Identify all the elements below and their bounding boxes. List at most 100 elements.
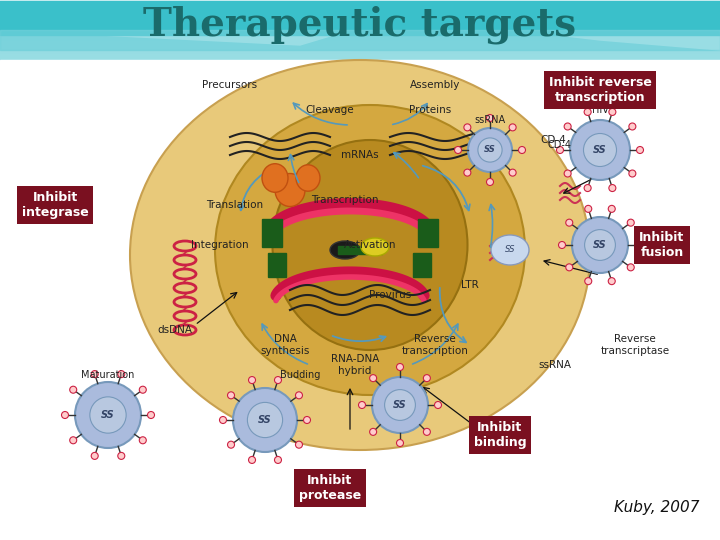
Ellipse shape xyxy=(233,388,297,452)
Bar xyxy=(0,185,720,189)
Text: Inhibit
fusion: Inhibit fusion xyxy=(639,231,685,259)
Ellipse shape xyxy=(118,370,125,377)
Ellipse shape xyxy=(70,386,77,393)
Text: SS: SS xyxy=(593,240,607,250)
Ellipse shape xyxy=(228,441,235,448)
Bar xyxy=(0,432,720,436)
Bar xyxy=(262,219,282,247)
Bar xyxy=(0,18,720,23)
Text: SS: SS xyxy=(102,410,114,420)
Bar xyxy=(413,253,431,277)
Bar xyxy=(0,509,720,513)
Bar xyxy=(0,405,720,409)
Bar xyxy=(0,243,720,247)
Text: Kuby, 2007: Kuby, 2007 xyxy=(614,500,700,515)
Ellipse shape xyxy=(583,133,616,166)
Ellipse shape xyxy=(572,217,628,273)
Polygon shape xyxy=(0,0,350,45)
Ellipse shape xyxy=(627,219,634,226)
Ellipse shape xyxy=(559,241,565,248)
Ellipse shape xyxy=(570,120,630,180)
Bar xyxy=(0,526,720,531)
Text: HIV: HIV xyxy=(592,105,608,115)
Text: DNA
synthesis: DNA synthesis xyxy=(261,334,310,356)
Ellipse shape xyxy=(634,241,642,248)
Ellipse shape xyxy=(423,375,431,382)
Ellipse shape xyxy=(566,264,572,271)
Ellipse shape xyxy=(397,440,403,447)
Ellipse shape xyxy=(274,376,282,383)
Bar xyxy=(0,0,720,35)
Text: Reverse
transcriptase: Reverse transcriptase xyxy=(600,334,670,356)
Bar xyxy=(0,40,720,45)
Bar xyxy=(0,148,720,153)
Text: Translation: Translation xyxy=(207,200,264,210)
Text: Inhibit
integrase: Inhibit integrase xyxy=(22,191,89,219)
Bar xyxy=(338,246,382,254)
Ellipse shape xyxy=(130,60,590,450)
Text: Activation: Activation xyxy=(343,240,396,250)
Bar xyxy=(0,266,720,270)
Ellipse shape xyxy=(566,219,572,226)
Ellipse shape xyxy=(296,165,320,191)
Bar xyxy=(0,495,720,500)
Ellipse shape xyxy=(274,456,282,463)
Bar xyxy=(0,472,720,477)
Bar xyxy=(0,328,720,333)
Ellipse shape xyxy=(384,389,415,421)
Ellipse shape xyxy=(509,124,516,131)
Bar xyxy=(0,45,720,50)
Ellipse shape xyxy=(275,173,305,206)
Bar xyxy=(0,522,720,526)
Ellipse shape xyxy=(509,169,516,176)
Bar xyxy=(0,252,720,256)
Bar xyxy=(0,176,720,180)
Bar xyxy=(0,104,720,108)
Ellipse shape xyxy=(90,397,126,433)
Bar xyxy=(0,436,720,441)
Bar xyxy=(0,423,720,428)
Ellipse shape xyxy=(585,278,592,285)
Text: Therapeutic targets: Therapeutic targets xyxy=(143,6,577,44)
Bar xyxy=(0,347,720,351)
Bar xyxy=(0,247,720,252)
Ellipse shape xyxy=(518,146,526,153)
Text: Inhibit
protease: Inhibit protease xyxy=(299,474,361,502)
Bar xyxy=(0,9,720,14)
Bar xyxy=(0,536,720,540)
Ellipse shape xyxy=(584,185,591,192)
Bar xyxy=(0,382,720,387)
Bar xyxy=(0,220,720,225)
Bar xyxy=(0,166,720,171)
Ellipse shape xyxy=(434,402,441,408)
Bar xyxy=(0,85,720,90)
Bar xyxy=(0,30,720,50)
Bar xyxy=(0,99,720,104)
Bar xyxy=(0,225,720,229)
Ellipse shape xyxy=(423,428,431,435)
Ellipse shape xyxy=(487,179,493,186)
Ellipse shape xyxy=(91,370,98,377)
Bar xyxy=(0,500,720,504)
Bar xyxy=(0,387,720,392)
Ellipse shape xyxy=(295,392,302,399)
Bar xyxy=(0,351,720,355)
Bar xyxy=(0,81,720,85)
Bar xyxy=(0,284,720,288)
Bar xyxy=(0,355,720,360)
Bar xyxy=(0,202,720,207)
Bar xyxy=(0,212,720,216)
Bar xyxy=(0,23,720,27)
Ellipse shape xyxy=(608,278,616,285)
Text: Assembly: Assembly xyxy=(410,80,460,90)
Text: Precursors: Precursors xyxy=(202,80,258,90)
Bar xyxy=(0,207,720,212)
Ellipse shape xyxy=(557,146,564,153)
Bar xyxy=(0,171,720,176)
Text: SS: SS xyxy=(484,145,496,154)
Ellipse shape xyxy=(487,114,493,122)
Bar xyxy=(0,486,720,490)
Bar xyxy=(0,36,720,40)
Ellipse shape xyxy=(139,386,146,393)
Bar xyxy=(0,60,720,540)
